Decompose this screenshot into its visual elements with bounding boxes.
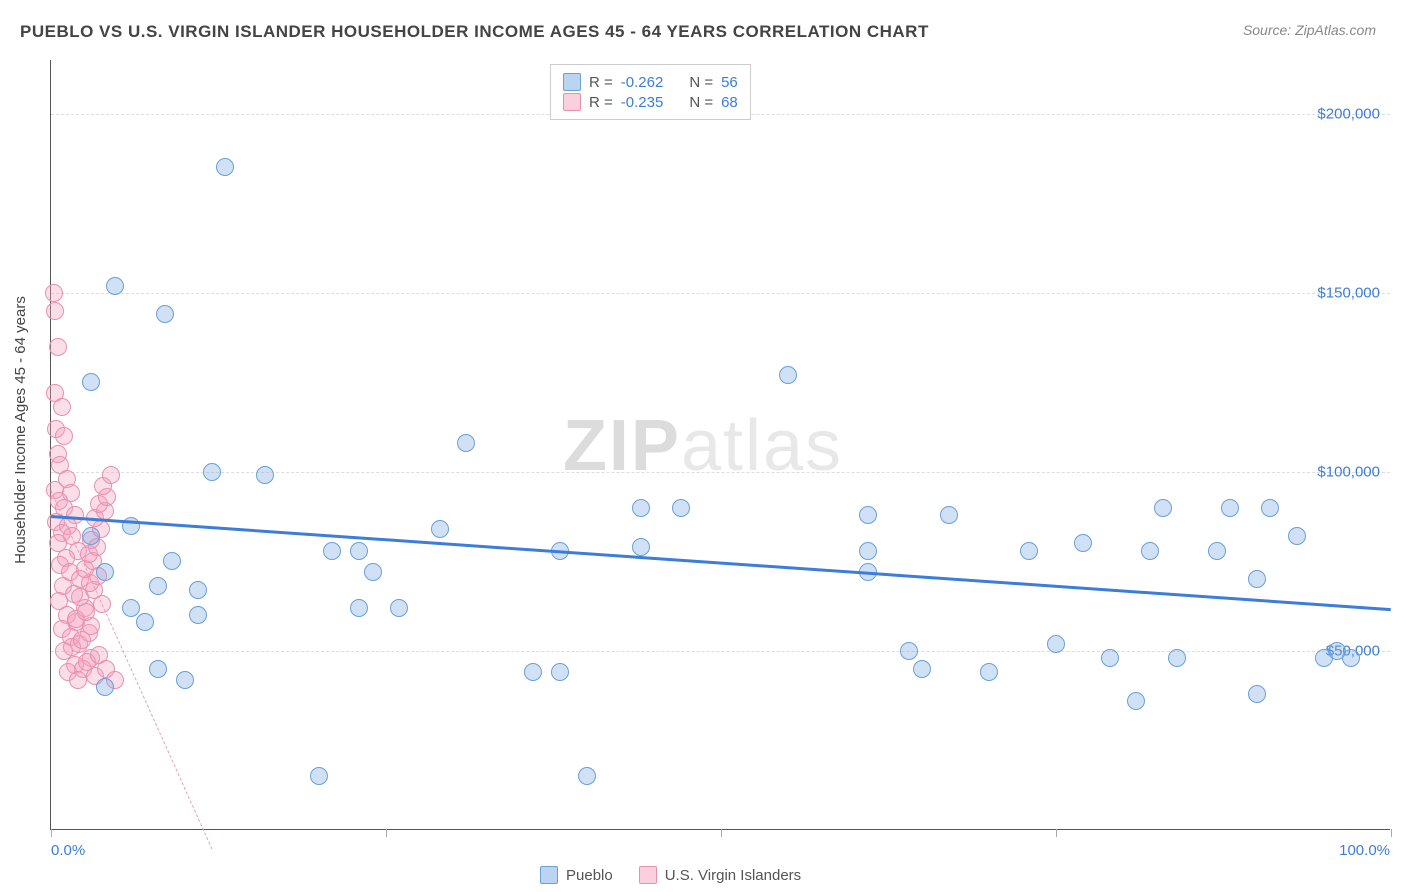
scatter-point-blue xyxy=(913,660,931,678)
legend-item-blue: Pueblo xyxy=(540,866,613,884)
legend-stats-row-blue: R = -0.262 N = 56 xyxy=(563,73,738,91)
r-label: R = xyxy=(589,74,613,91)
scatter-point-pink xyxy=(49,338,67,356)
legend-stats: R = -0.262 N = 56 R = -0.235 N = 68 xyxy=(550,64,751,120)
scatter-point-blue xyxy=(1208,542,1226,560)
swatch-blue-icon xyxy=(563,73,581,91)
scatter-point-blue xyxy=(82,527,100,545)
x-tick xyxy=(386,829,387,837)
scatter-point-blue xyxy=(310,767,328,785)
scatter-point-blue xyxy=(1127,692,1145,710)
scatter-point-blue xyxy=(323,542,341,560)
gridline xyxy=(51,293,1390,294)
scatter-point-blue xyxy=(106,277,124,295)
scatter-point-pink xyxy=(55,427,73,445)
x-tick-label: 0.0% xyxy=(51,842,85,859)
x-tick xyxy=(1056,829,1057,837)
plot-area: $50,000$100,000$150,000$200,0000.0%100.0… xyxy=(50,60,1390,830)
scatter-point-blue xyxy=(632,538,650,556)
scatter-point-blue xyxy=(524,663,542,681)
scatter-point-blue xyxy=(1141,542,1159,560)
x-tick xyxy=(51,829,52,837)
scatter-point-blue xyxy=(1101,649,1119,667)
scatter-point-blue xyxy=(1154,499,1172,517)
scatter-point-blue xyxy=(82,373,100,391)
n-label: N = xyxy=(689,74,713,91)
scatter-point-blue xyxy=(122,599,140,617)
scatter-point-blue xyxy=(1342,649,1360,667)
scatter-point-blue xyxy=(1221,499,1239,517)
legend-label-pink: U.S. Virgin Islanders xyxy=(665,867,801,884)
scatter-point-pink xyxy=(45,284,63,302)
scatter-point-blue xyxy=(163,552,181,570)
scatter-point-pink xyxy=(53,398,71,416)
r-value-pink: -0.235 xyxy=(621,94,664,111)
scatter-point-blue xyxy=(779,366,797,384)
scatter-point-blue xyxy=(256,466,274,484)
scatter-point-blue xyxy=(1261,499,1279,517)
scatter-point-blue xyxy=(632,499,650,517)
swatch-blue-icon xyxy=(540,866,558,884)
legend-series: Pueblo U.S. Virgin Islanders xyxy=(540,866,801,884)
scatter-point-blue xyxy=(431,520,449,538)
legend-item-pink: U.S. Virgin Islanders xyxy=(639,866,801,884)
scatter-point-blue xyxy=(136,613,154,631)
scatter-point-blue xyxy=(1288,527,1306,545)
y-tick-label: $150,000 xyxy=(1317,284,1380,301)
scatter-point-blue xyxy=(1074,534,1092,552)
n-value-pink: 68 xyxy=(721,94,738,111)
scatter-point-blue xyxy=(457,434,475,452)
scatter-point-blue xyxy=(203,463,221,481)
scatter-point-blue xyxy=(390,599,408,617)
scatter-point-blue xyxy=(189,581,207,599)
scatter-point-blue xyxy=(900,642,918,660)
scatter-point-blue xyxy=(216,158,234,176)
scatter-point-blue xyxy=(149,577,167,595)
y-tick-label: $100,000 xyxy=(1317,463,1380,480)
scatter-point-blue xyxy=(578,767,596,785)
scatter-point-blue xyxy=(364,563,382,581)
scatter-point-blue xyxy=(96,678,114,696)
legend-label-blue: Pueblo xyxy=(566,867,613,884)
scatter-point-blue xyxy=(1168,649,1186,667)
n-label: N = xyxy=(689,94,713,111)
x-tick xyxy=(1391,829,1392,837)
scatter-point-blue xyxy=(96,563,114,581)
gridline xyxy=(51,472,1390,473)
scatter-point-blue xyxy=(980,663,998,681)
scatter-point-blue xyxy=(350,542,368,560)
scatter-point-blue xyxy=(176,671,194,689)
scatter-point-blue xyxy=(1020,542,1038,560)
scatter-point-blue xyxy=(149,660,167,678)
trendline-blue xyxy=(51,515,1391,611)
scatter-point-blue xyxy=(859,506,877,524)
scatter-point-blue xyxy=(672,499,690,517)
scatter-point-blue xyxy=(1248,570,1266,588)
x-tick xyxy=(721,829,722,837)
r-value-blue: -0.262 xyxy=(621,74,664,91)
scatter-point-blue xyxy=(350,599,368,617)
x-tick-label: 100.0% xyxy=(1339,842,1390,859)
scatter-point-blue xyxy=(1248,685,1266,703)
swatch-pink-icon xyxy=(563,93,581,111)
scatter-point-blue xyxy=(189,606,207,624)
gridline xyxy=(51,651,1390,652)
scatter-point-blue xyxy=(859,542,877,560)
swatch-pink-icon xyxy=(639,866,657,884)
scatter-point-pink xyxy=(102,466,120,484)
scatter-point-blue xyxy=(551,663,569,681)
source-credit: Source: ZipAtlas.com xyxy=(1243,22,1376,38)
scatter-point-blue xyxy=(1047,635,1065,653)
y-axis-label: Householder Income Ages 45 - 64 years xyxy=(12,296,29,564)
scatter-point-blue xyxy=(940,506,958,524)
n-value-blue: 56 xyxy=(721,74,738,91)
legend-stats-row-pink: R = -0.235 N = 68 xyxy=(563,93,738,111)
scatter-point-pink xyxy=(46,302,64,320)
chart-title: PUEBLO VS U.S. VIRGIN ISLANDER HOUSEHOLD… xyxy=(20,22,929,42)
scatter-point-pink xyxy=(69,671,87,689)
y-tick-label: $200,000 xyxy=(1317,105,1380,122)
scatter-point-blue xyxy=(156,305,174,323)
r-label: R = xyxy=(589,94,613,111)
